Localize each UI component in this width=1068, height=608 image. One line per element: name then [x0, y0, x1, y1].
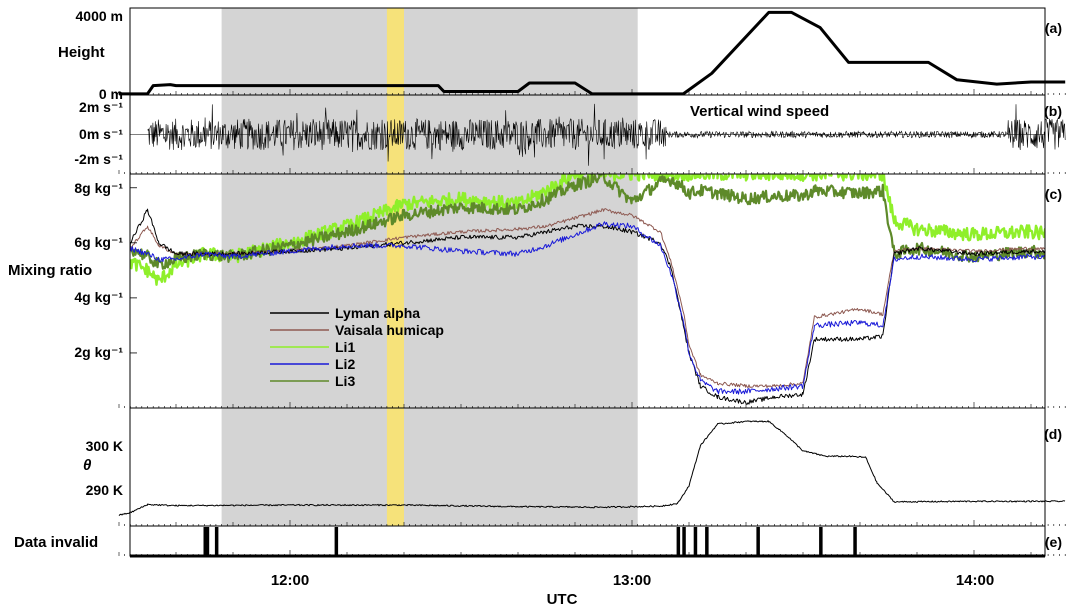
legend-label-li1: Li1 [335, 339, 355, 355]
invalid-bar-6 [705, 527, 709, 556]
series-li2 [130, 221, 1045, 395]
panel-label-d: (d) [1044, 426, 1062, 442]
series-li1 [130, 174, 1045, 286]
legend-label-lyman: Lyman alpha [335, 305, 420, 321]
background-spans [221, 8, 638, 526]
legend-label-li3: Li3 [335, 373, 355, 389]
panel-frames [129, 7, 1046, 557]
ytick-b-m2: -2m s⁻¹ [74, 151, 123, 167]
ytick-a-top: 4000 m [76, 8, 123, 24]
ylabel-data-invalid: Data invalid [14, 534, 98, 551]
invalid-bar-2 [334, 527, 339, 556]
height-line [119, 10, 1066, 96]
ytick-c-8: 8g kg⁻¹ [74, 180, 123, 196]
ytick-c-4: 4g kg⁻¹ [74, 289, 123, 305]
ytick-c-6: 6g kg⁻¹ [74, 234, 123, 250]
xtick-1300: 13:00 [613, 572, 651, 589]
ytick-b-2: 2m s⁻¹ [79, 99, 123, 115]
invalid-bar-1 [214, 527, 219, 556]
panel-label-c: (c) [1045, 186, 1062, 202]
panel-b-title: Vertical wind speed [690, 103, 829, 120]
invalid-bar-5 [693, 527, 698, 556]
invalid-bar-4 [682, 527, 686, 556]
x-axis-label: UTC [547, 591, 578, 608]
xtick-1400: 14:00 [956, 572, 994, 589]
invalid-bar-3 [676, 527, 681, 556]
panel-label-a: (a) [1045, 20, 1062, 36]
xtick-1200: 12:00 [271, 572, 309, 589]
theta-line [118, 419, 1066, 516]
invalid-bar-8 [819, 527, 823, 556]
ylabel-theta: θ [83, 457, 92, 474]
series-li3 [130, 174, 1045, 270]
ylabel-mixing-ratio: Mixing ratio [8, 262, 92, 279]
invalid-bar-0 [203, 527, 210, 556]
legend-label-li2: Li2 [335, 356, 355, 372]
legend-label-vaisala: Vaisala humicap [335, 322, 444, 338]
ytick-b-0: 0m s⁻¹ [79, 126, 123, 142]
panel-label-e: (e) [1045, 534, 1062, 550]
invalid-bar-7 [756, 527, 760, 556]
legend: Lyman alpha Vaisala humicap Li1 Li2 Li3 [270, 305, 444, 389]
axis-ticks [118, 89, 1066, 556]
ytick-d-300: 300 K [86, 438, 123, 454]
panel-label-b: (b) [1044, 103, 1062, 119]
wind-speed-line [147, 103, 1066, 166]
highlight-interval [386, 8, 404, 526]
mixing-ratio-series [130, 174, 1045, 405]
ytick-a-bottom: 0 m [99, 86, 123, 102]
ylabel-height: Height [58, 44, 105, 61]
ytick-c-2: 2g kg⁻¹ [74, 344, 123, 360]
panel-e-frame [129, 525, 1046, 557]
invalid-bar-9 [853, 527, 857, 556]
shaded-interval [221, 8, 638, 526]
ytick-d-290: 290 K [86, 482, 123, 498]
